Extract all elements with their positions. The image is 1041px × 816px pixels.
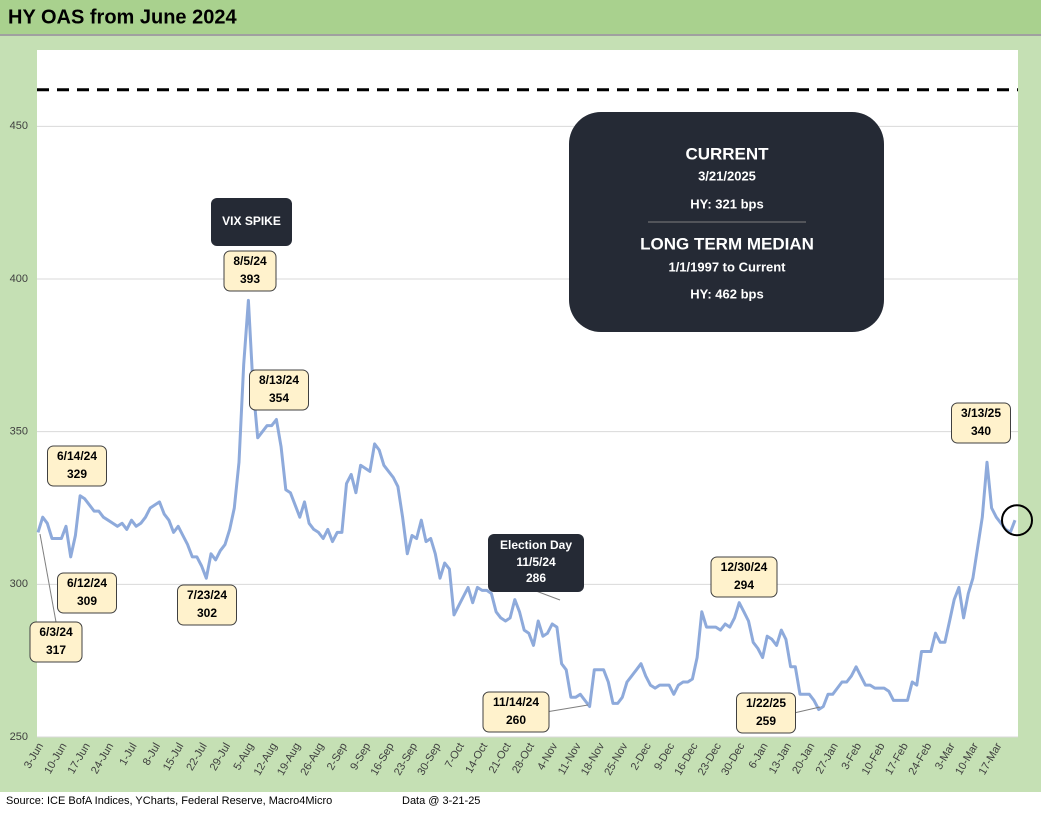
annotation-date: 7/23/24 <box>187 588 227 602</box>
annotation-date: 11/14/24 <box>493 695 539 709</box>
chart-title: HY OAS from June 2024 <box>8 6 237 28</box>
annotation-box <box>736 692 796 734</box>
leader-line <box>39 533 57 623</box>
hy-oas-line <box>36 298 1017 711</box>
leader-line <box>793 706 821 714</box>
election-date: 11/5/24 <box>516 555 556 569</box>
annotation-box <box>57 572 117 614</box>
median-title: LONG TERM MEDIAN <box>640 234 814 253</box>
election-box <box>488 534 584 592</box>
annotation-box <box>951 402 1011 444</box>
source-note: Source: ICE BofA Indices, YCharts, Feder… <box>6 795 332 807</box>
annotation-value: 393 <box>240 272 260 286</box>
median-value: HY: 462 bps <box>690 286 763 301</box>
annotation-box <box>710 556 778 598</box>
annotation-box <box>47 445 107 487</box>
current-value: HY: 321 bps <box>690 196 763 211</box>
leader-line <box>545 704 589 713</box>
vix-label: VIX SPIKE <box>222 214 281 228</box>
annotation-date: 6/14/24 <box>57 449 97 463</box>
annotation-date: 8/13/24 <box>259 373 299 387</box>
title-bar <box>0 0 1041 34</box>
leader-line <box>535 590 561 601</box>
current-title: CURRENT <box>685 144 769 163</box>
y-tick-label: 250 <box>10 731 28 743</box>
annotation-box <box>223 250 277 292</box>
vix-box <box>211 198 292 246</box>
annotation-date: 12/30/24 <box>721 560 768 574</box>
annotation-value: 309 <box>77 594 97 608</box>
current-date: 3/21/2025 <box>698 168 756 183</box>
annotation-value: 354 <box>269 391 289 405</box>
annotation-date: 6/3/24 <box>39 625 73 639</box>
annotation-value: 259 <box>756 714 776 728</box>
median-period: 1/1/1997 to Current <box>668 259 786 274</box>
annotation-value: 302 <box>197 606 217 620</box>
annotation-date: 1/22/25 <box>746 696 786 710</box>
y-tick-label: 400 <box>10 273 28 285</box>
annotation-value: 329 <box>67 467 87 481</box>
data-date: Data @ 3-21-25 <box>402 795 480 807</box>
election-value: 286 <box>526 571 546 585</box>
annotation-box <box>29 621 83 663</box>
annotation-date: 3/13/25 <box>961 406 1001 420</box>
y-tick-label: 300 <box>10 578 28 590</box>
election-label: Election Day <box>500 538 572 552</box>
annotation-box <box>482 691 550 733</box>
annotation-value: 340 <box>971 424 991 438</box>
annotation-date: 8/5/24 <box>233 254 267 268</box>
current-marker <box>1001 504 1033 537</box>
y-tick-label: 450 <box>10 120 28 132</box>
annotation-box <box>249 369 309 411</box>
annotation-value: 294 <box>734 578 754 592</box>
y-tick-label: 350 <box>10 426 28 438</box>
annotation-value: 317 <box>46 643 66 657</box>
annotation-date: 6/12/24 <box>67 576 107 590</box>
annotation-value: 260 <box>506 713 526 727</box>
annotation-box <box>177 584 237 626</box>
